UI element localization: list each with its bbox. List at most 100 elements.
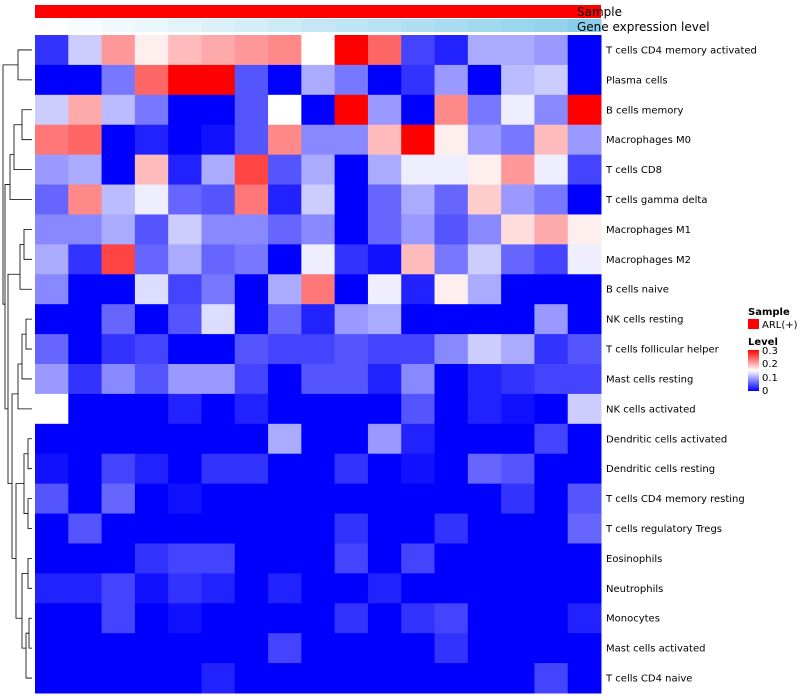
heatmap-cell: [501, 573, 535, 604]
heatmap-cell: [567, 304, 602, 335]
heatmap-cell: [134, 573, 169, 604]
legend-level-title: Level: [748, 337, 778, 348]
heatmap-cell: [367, 274, 402, 305]
heatmap-cell: [301, 663, 336, 694]
heatmap-cell: [434, 393, 469, 425]
heatmap-cell: [467, 513, 502, 544]
heatmap-cell: [268, 633, 302, 664]
heatmap-cell: [234, 453, 269, 485]
heatmap-cell: [201, 94, 236, 126]
heatmap-cell: [101, 423, 136, 455]
heatmap-cell: [35, 244, 69, 275]
heatmap-cell: [467, 334, 502, 365]
heatmap-cell: [467, 214, 502, 245]
heatmap-cell: [68, 393, 103, 425]
gene-expression-cell: [35, 19, 69, 32]
gene-expression-cell: [168, 19, 202, 32]
heatmap-cell: [301, 543, 336, 574]
heatmap-cell: [567, 364, 602, 395]
heatmap-cell: [567, 94, 602, 126]
dendrogram-branch: [7, 273, 20, 485]
heatmap-cell: [467, 423, 502, 455]
heatmap-cell: [168, 663, 202, 694]
heatmap-cell: [534, 393, 569, 425]
heatmap-cell: [401, 94, 436, 126]
heatmap-cell: [467, 124, 502, 156]
heatmap-cell: [334, 334, 369, 365]
heatmap-cell: [101, 184, 136, 215]
heatmap-cell: [101, 35, 136, 66]
row-label: T cells CD4 memory resting: [605, 494, 745, 505]
heatmap-cell: [134, 513, 169, 544]
heatmap-cell: [68, 154, 103, 186]
heatmap-cell: [101, 633, 136, 664]
dendrogram-branch: [15, 483, 24, 619]
heatmap-cell: [501, 393, 535, 425]
row-label: Eosinophils: [606, 554, 662, 565]
heatmap-cell: [334, 94, 369, 126]
heatmap-cell: [268, 214, 302, 245]
heatmap-cell: [201, 274, 236, 305]
heatmap-cell: [268, 453, 302, 485]
heatmap-cell: [434, 64, 469, 96]
gene-expression-cell: [567, 19, 602, 32]
heatmap-cell: [334, 663, 369, 694]
legend-sample-entry: ARL(+): [762, 320, 798, 331]
row-label: Mast cells activated: [606, 644, 705, 655]
heatmap-cell: [268, 124, 302, 156]
heatmap-cell: [567, 393, 602, 425]
heatmap-cell: [101, 334, 136, 365]
heatmap-cell: [101, 154, 136, 186]
heatmap-cell: [134, 35, 169, 66]
heatmap-cell: [567, 184, 602, 215]
heatmap-cell: [334, 513, 369, 544]
heatmap-cell: [367, 184, 402, 215]
heatmap-cell: [501, 603, 535, 634]
heatmap-cell: [35, 94, 69, 126]
heatmap-cell: [234, 274, 269, 305]
heatmap-cell: [168, 393, 202, 425]
dendrogram-branch: [9, 154, 32, 200]
heatmap-cell: [234, 393, 269, 425]
heatmap-cell: [501, 244, 535, 275]
heatmap-cell: [567, 274, 602, 305]
heatmap-cell: [434, 35, 469, 66]
heatmap-cell: [234, 603, 269, 634]
heatmap-cell: [35, 35, 69, 66]
heatmap-cell: [367, 124, 402, 156]
heatmap-cell: [301, 154, 336, 186]
heatmap-cell: [168, 603, 202, 634]
heatmap-cell: [401, 603, 436, 634]
heatmap-cell: [268, 35, 302, 66]
heatmap-cell: [501, 364, 535, 395]
heatmap-cell: [101, 603, 136, 634]
heatmap-cell: [434, 334, 469, 365]
heatmap-cell: [134, 274, 169, 305]
heatmap-cell: [234, 244, 269, 275]
heatmap-cell: [501, 453, 535, 485]
heatmap-cell: [35, 663, 69, 694]
heatmap-cell: [168, 573, 202, 604]
heatmap-cell: [268, 184, 302, 215]
gene-expression-cell: [101, 19, 136, 32]
legend: Sample ARL(+) Level 0.3 0.2 0.1 0: [748, 307, 798, 397]
heatmap-cell: [401, 513, 436, 544]
heatmap-cell: [234, 184, 269, 215]
heatmap-cell: [434, 543, 469, 574]
dendrogram-branch: [28, 617, 32, 649]
heatmap-cell: [35, 274, 69, 305]
heatmap-cell: [567, 124, 602, 156]
heatmap-cell: [467, 244, 502, 275]
heatmap-cell: [68, 513, 103, 544]
heatmap-cell: [334, 124, 369, 156]
heatmap-cell: [367, 364, 402, 395]
heatmap-cell: [268, 513, 302, 544]
heatmap-cell: [567, 244, 602, 275]
heatmap-cell: [534, 35, 569, 66]
row-label: NK cells resting: [606, 315, 683, 326]
row-label: T cells follicular helper: [605, 345, 720, 356]
heatmap-cell: [467, 633, 502, 664]
heatmap-cell: [201, 124, 236, 156]
heatmap-cell: [434, 364, 469, 395]
row-label: T cells CD8: [605, 165, 662, 176]
